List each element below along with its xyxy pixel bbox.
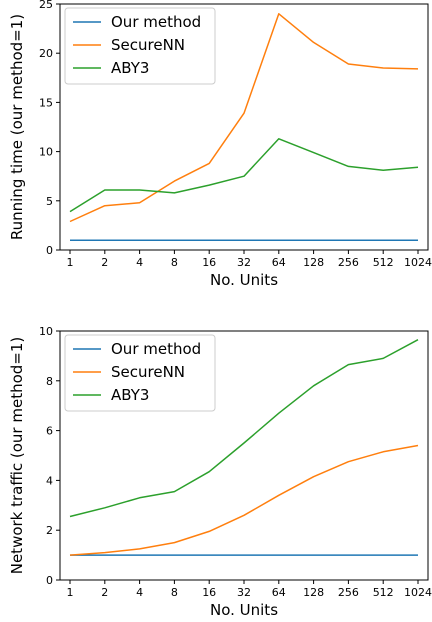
x-tick-label: 4 xyxy=(136,256,143,269)
x-tick-label: 32 xyxy=(237,586,251,599)
x-tick-label: 1024 xyxy=(404,256,432,269)
y-axis-label: Running time (our method=1) xyxy=(8,14,26,240)
x-tick-label: 2 xyxy=(101,256,108,269)
x-tick-label: 8 xyxy=(171,586,178,599)
x-tick-label: 128 xyxy=(303,586,324,599)
legend-label: SecureNN xyxy=(111,363,185,381)
x-tick-label: 16 xyxy=(202,256,216,269)
chart-1: 1 2 4 8 16 32 64 128 256 512 1024 0 5 10 15 20 25 No. Uni… xyxy=(8,0,432,289)
legend-label: ABY3 xyxy=(111,59,149,77)
x-axis-label: No. Units xyxy=(210,601,278,619)
series-line-securenn xyxy=(69,444,419,556)
y-tick-label: 10 xyxy=(39,146,53,159)
x-tick-label: 256 xyxy=(338,586,359,599)
series-line-aby3 xyxy=(69,339,419,518)
x-tick-label: 16 xyxy=(202,586,216,599)
x-tick-label: 2 xyxy=(101,586,108,599)
x-tick-label: 1024 xyxy=(404,586,432,599)
y-tick-label: 0 xyxy=(46,244,53,257)
x-tick-label: 32 xyxy=(237,256,251,269)
x-tick-label: 512 xyxy=(373,256,394,269)
y-tick-label: 15 xyxy=(39,96,53,109)
x-axis-label: No. Units xyxy=(210,271,278,289)
legend-label: ABY3 xyxy=(111,386,149,404)
x-tick-label: 8 xyxy=(171,256,178,269)
chart-2: 1 2 4 8 16 32 64 128 256 512 1024 0 2 4 6 8 10 No. Units N… xyxy=(8,325,432,619)
y-tick-label: 5 xyxy=(46,195,53,208)
y-tick-label: 10 xyxy=(39,325,53,338)
y-tick-label: 20 xyxy=(39,47,53,60)
x-tick-label: 128 xyxy=(303,256,324,269)
legend-label: Our method xyxy=(111,13,201,31)
legend-label: Our method xyxy=(111,340,201,358)
x-tick-label: 4 xyxy=(136,586,143,599)
legend-box xyxy=(64,7,216,85)
series-line-securenn xyxy=(69,13,419,223)
x-tick-label: 64 xyxy=(272,586,286,599)
y-tick-label: 0 xyxy=(46,574,53,587)
y-tick-label: 2 xyxy=(46,524,53,537)
y-tick-label: 8 xyxy=(46,375,53,388)
y-axis-label: Network traffic (our method=1) xyxy=(8,337,26,575)
y-tick-label: 4 xyxy=(46,474,53,487)
x-tick-label: 64 xyxy=(272,256,286,269)
x-tick-label: 256 xyxy=(338,256,359,269)
x-tick-label: 1 xyxy=(67,586,74,599)
legend: Our method SecureNN ABY3 xyxy=(64,334,216,412)
x-tick-label: 512 xyxy=(373,586,394,599)
legend-label: SecureNN xyxy=(111,36,185,54)
legend: Our method SecureNN ABY3 xyxy=(64,7,216,85)
y-tick-label: 6 xyxy=(46,425,53,438)
legend-box xyxy=(64,334,216,412)
y-tick-label: 25 xyxy=(39,0,53,11)
x-tick-label: 1 xyxy=(67,256,74,269)
series-line-aby3 xyxy=(69,138,419,213)
